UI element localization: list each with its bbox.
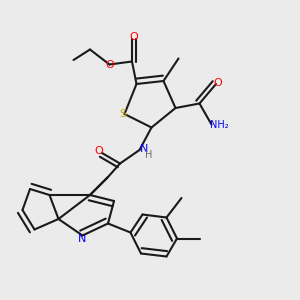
Text: S: S [119,109,127,119]
Text: O: O [105,59,114,70]
Text: N: N [78,233,87,244]
Text: O: O [129,32,138,43]
Text: NH₂: NH₂ [210,119,228,130]
Text: H: H [146,149,153,160]
Text: N: N [140,143,148,154]
Text: O: O [94,146,103,156]
Text: O: O [213,77,222,88]
